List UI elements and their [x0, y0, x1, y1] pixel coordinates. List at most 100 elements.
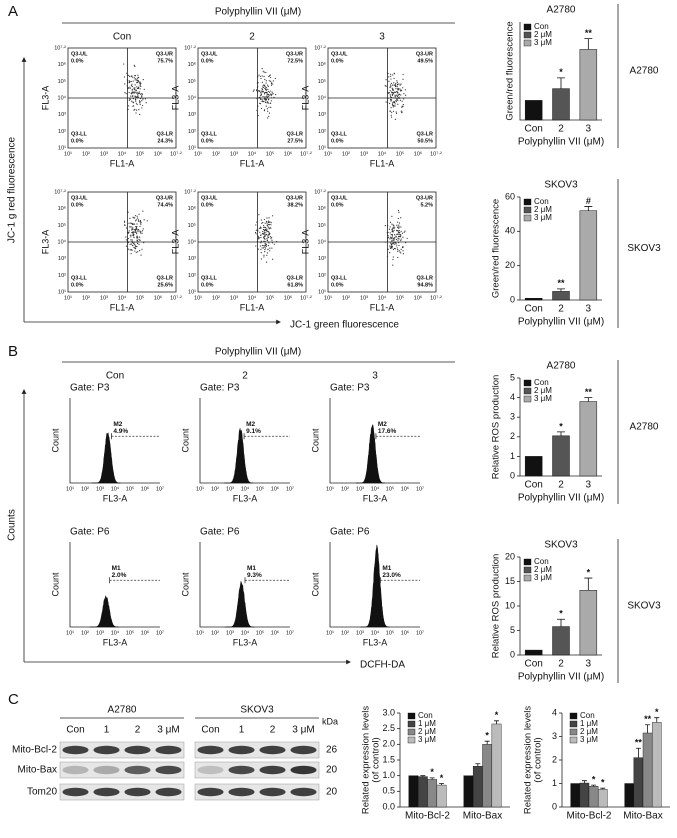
- event-dot: [395, 91, 397, 93]
- x-axis-label: FL1-A: [240, 302, 265, 312]
- bar: [579, 401, 598, 477]
- event-dot: [133, 242, 135, 244]
- x-tick-label: 10⁷: [416, 629, 424, 636]
- plot-frame: [69, 542, 160, 628]
- protein-name: Mito-Bax: [18, 765, 57, 776]
- event-dot: [139, 250, 141, 252]
- event-dot: [137, 87, 139, 89]
- significance: *: [559, 609, 563, 619]
- significance: **: [635, 738, 643, 748]
- y-tick-label: 10²: [58, 273, 66, 279]
- x-tick-label: 10⁵: [136, 294, 144, 301]
- y-tick-label: 0: [510, 649, 515, 659]
- event-dot: [263, 84, 266, 86]
- legend-swatch: [407, 736, 416, 744]
- event-dot: [392, 106, 394, 108]
- lane-label: 3 μM: [157, 725, 179, 736]
- x-axis-label: FL1-A: [110, 302, 135, 312]
- histogram: [89, 595, 119, 628]
- x-tick-label: 10¹: [324, 295, 332, 301]
- event-dot: [392, 258, 394, 261]
- error-bar: [557, 77, 565, 89]
- event-dot: [404, 89, 406, 91]
- quadrant-name: Q3-UR: [286, 195, 303, 201]
- x-tick-label: 3: [586, 304, 592, 315]
- error-bar: [600, 787, 606, 790]
- quadrant-value: 0.0%: [71, 282, 84, 288]
- event-dot: [266, 97, 268, 99]
- event-dot: [266, 230, 268, 232]
- event-dot: [269, 250, 271, 252]
- y-tick-label: 10²: [58, 129, 66, 135]
- legend-swatch: [523, 395, 532, 403]
- event-dot: [132, 98, 135, 100]
- event-dot: [262, 90, 264, 92]
- event-dot: [130, 80, 132, 83]
- event-dot: [271, 91, 273, 93]
- panel-header: Polyphyllin VII (μM): [215, 7, 301, 18]
- event-dot: [389, 245, 391, 247]
- quadrant-name: Q3-LL: [331, 131, 348, 137]
- chart-title: SKOV3: [544, 540, 578, 551]
- event-dot: [390, 114, 392, 116]
- bar: [472, 766, 483, 808]
- event-dot: [134, 92, 136, 94]
- x-tick-label: 10⁵: [256, 485, 264, 492]
- error-bar: [654, 717, 660, 723]
- bar: [597, 789, 608, 808]
- event-dot: [267, 226, 269, 228]
- event-dot: [268, 232, 271, 234]
- error-bar: [484, 740, 490, 745]
- error-bar: [584, 38, 593, 50]
- event-dot: [135, 78, 137, 80]
- event-dot: [263, 93, 266, 95]
- legend-label: Con: [534, 378, 549, 387]
- event-dot: [272, 258, 274, 260]
- event-dot: [258, 227, 260, 230]
- event-dot: [263, 84, 265, 86]
- x-tick-label: Con: [524, 659, 542, 670]
- event-dot: [393, 91, 395, 94]
- quadrant-value: 75.7%: [157, 58, 173, 64]
- event-dot: [391, 223, 393, 225]
- x-tick-label: 10⁵: [136, 150, 144, 157]
- x-tick-label: 10⁴: [248, 150, 257, 157]
- legend-swatch: [523, 23, 532, 31]
- event-dot: [272, 80, 274, 82]
- event-dot: [141, 96, 143, 98]
- event-dot: [264, 78, 266, 81]
- kda-value: 26: [326, 745, 338, 756]
- plot-frame: [329, 542, 420, 628]
- event-dot: [267, 244, 270, 247]
- event-dot: [387, 237, 389, 239]
- event-dot: [271, 239, 273, 241]
- event-dot: [137, 93, 139, 95]
- legend-label: 3 μM: [534, 213, 552, 222]
- lane-label: Con: [201, 725, 219, 736]
- event-dot: [136, 103, 138, 106]
- event-dot: [137, 251, 139, 253]
- event-dot: [134, 244, 136, 246]
- event-dot: [397, 89, 399, 91]
- event-dot: [397, 249, 399, 251]
- blot-strip: [194, 783, 320, 801]
- event-dot: [266, 102, 268, 104]
- quadrant-name: Q3-LR: [287, 275, 304, 281]
- legend-swatch: [569, 720, 578, 728]
- y-tick-label: 10¹: [318, 145, 326, 151]
- x-tick-label: 10²: [212, 295, 220, 301]
- quadrant-value: 38.2%: [287, 202, 303, 208]
- event-dot: [127, 240, 129, 242]
- event-dot: [392, 104, 394, 106]
- event-dot: [132, 235, 135, 237]
- event-dot: [260, 107, 263, 110]
- x-tick-label: 10⁶: [401, 485, 409, 492]
- event-dot: [258, 90, 260, 92]
- event-dot: [388, 76, 390, 78]
- y-tick-label: 10⁶: [188, 61, 196, 68]
- y-tick-label: 10⁶: [318, 61, 326, 68]
- event-dot: [259, 245, 262, 247]
- y-tick-label: 0: [510, 294, 515, 304]
- legend-swatch: [523, 558, 532, 566]
- marker-percent: 9.1%: [246, 428, 261, 435]
